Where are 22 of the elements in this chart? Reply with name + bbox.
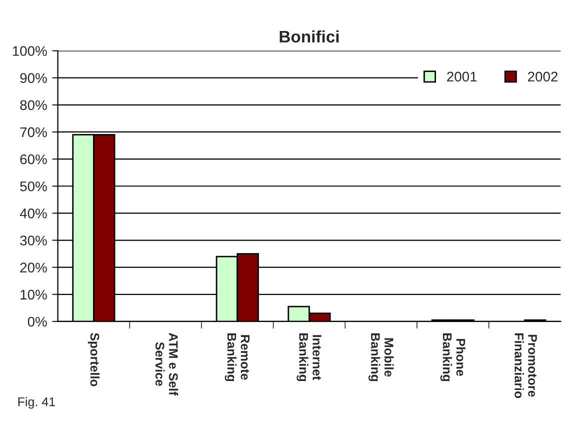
y-tick-label: 50% (20, 181, 47, 192)
y-tick-label: 90% (20, 73, 47, 83)
x-tick-label: Internet Banking (296, 333, 322, 382)
y-tick-label: 20% (20, 262, 47, 273)
x-tick-label: Remote Banking (224, 333, 250, 382)
y-tick-label: 70% (20, 127, 47, 138)
y-tick-label: 80% (20, 100, 47, 110)
legend-label: 2001 (447, 72, 477, 82)
y-tick-label: 0% (28, 316, 47, 327)
legend-label: 2002 (528, 72, 558, 82)
x-tick-label: Phone Banking (440, 333, 466, 382)
y-tick-label: 100% (12, 46, 47, 56)
caption: Fig. 41 (18, 397, 55, 409)
x-tick-label: ATM e Self Service (155, 332, 178, 396)
y-tick-label: 30% (20, 236, 47, 246)
x-tick-label: Sportello (88, 332, 100, 386)
x-tick-label: Promotore Finanziario (514, 333, 537, 398)
chart-title: Bonifici (280, 30, 339, 43)
x-tick-label: Mobile Banking (368, 333, 394, 382)
y-tick-label: 40% (20, 208, 47, 218)
y-tick-label: 60% (20, 154, 47, 164)
y-tick-label: 10% (20, 290, 47, 300)
